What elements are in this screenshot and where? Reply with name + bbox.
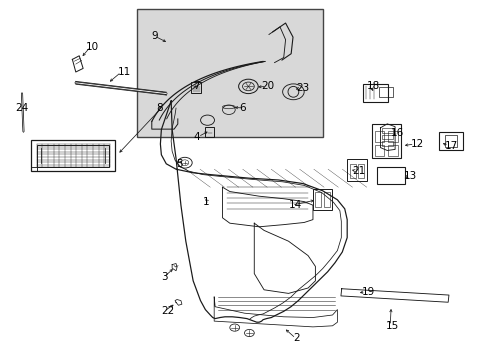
Text: 1: 1	[203, 197, 209, 207]
Bar	[371, 124, 400, 158]
Text: 11: 11	[117, 67, 130, 77]
Text: 2: 2	[293, 333, 300, 343]
Text: 9: 9	[151, 31, 158, 41]
Bar	[362, 84, 387, 102]
Text: 4: 4	[193, 132, 200, 142]
Bar	[346, 159, 366, 181]
Bar	[376, 167, 404, 184]
Bar	[382, 141, 392, 146]
Bar	[379, 87, 392, 97]
Text: 6: 6	[239, 103, 246, 113]
Bar	[374, 145, 384, 156]
Text: 15: 15	[386, 321, 399, 331]
Text: 22: 22	[161, 306, 174, 316]
Text: 20: 20	[261, 81, 274, 91]
Text: 23: 23	[295, 83, 308, 93]
Bar	[382, 135, 392, 139]
Text: 18: 18	[366, 81, 379, 91]
Bar	[323, 192, 329, 207]
Text: 17: 17	[444, 141, 457, 151]
Bar	[312, 189, 331, 210]
Bar	[358, 164, 364, 178]
Bar	[315, 192, 321, 207]
Bar	[190, 82, 201, 93]
Bar	[438, 132, 462, 150]
Text: 3: 3	[161, 272, 168, 282]
Bar	[349, 164, 355, 178]
Text: 12: 12	[410, 139, 423, 149]
Text: 13: 13	[403, 171, 416, 181]
Bar	[205, 127, 214, 137]
Bar	[444, 135, 456, 147]
Text: 19: 19	[361, 287, 374, 297]
Text: 24: 24	[16, 103, 29, 113]
Text: 21: 21	[351, 166, 365, 176]
Bar	[374, 131, 384, 142]
Bar	[382, 128, 392, 133]
Bar	[387, 145, 397, 156]
Bar	[137, 9, 322, 137]
Text: 5: 5	[176, 159, 183, 169]
Text: 8: 8	[156, 103, 163, 113]
Bar	[37, 145, 109, 167]
Text: 14: 14	[288, 200, 301, 210]
Bar	[387, 131, 397, 142]
Text: 7: 7	[193, 81, 200, 91]
Text: 10: 10	[85, 42, 99, 52]
Text: 16: 16	[390, 128, 404, 138]
Bar	[31, 140, 115, 171]
